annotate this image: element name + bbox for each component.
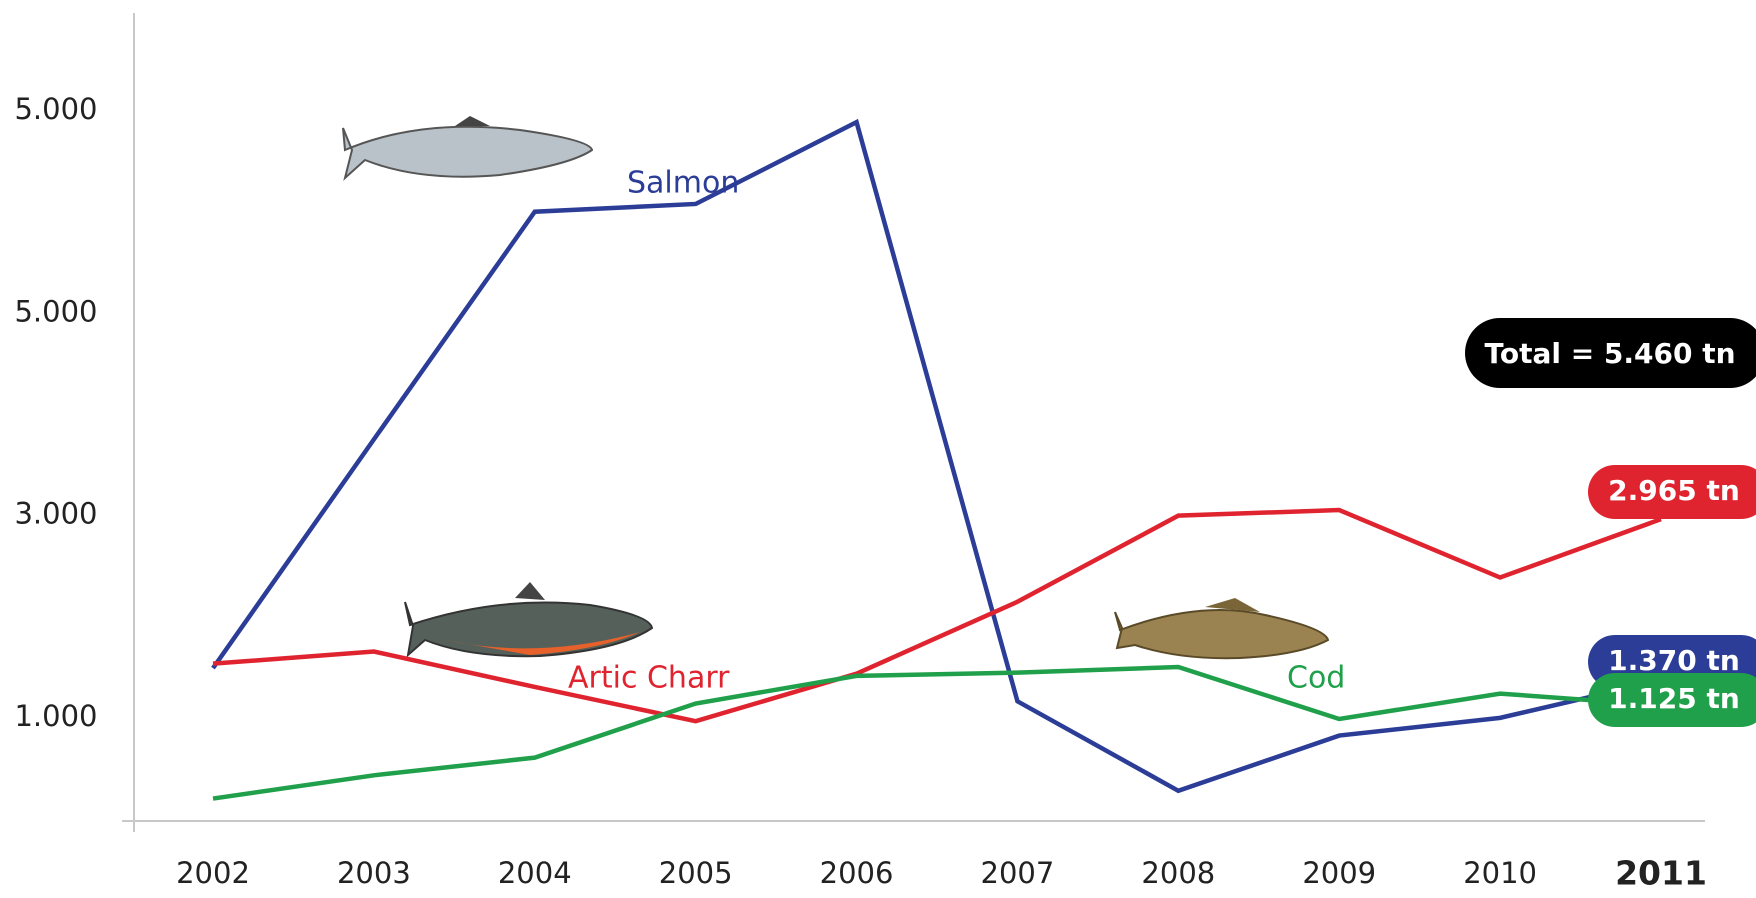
x-tick-label: 2010 (1463, 856, 1537, 890)
total-badge: Total = 5.460 tn (1465, 318, 1756, 388)
end-badge: 1.125 tn (1588, 673, 1756, 727)
series-label: Cod (1287, 661, 1345, 696)
series-label: Artic Charr (568, 661, 730, 696)
x-tick-label: 2004 (498, 856, 572, 890)
x-tick-label: 2009 (1302, 856, 1376, 890)
x-tick-label: 2008 (1141, 856, 1215, 890)
x-tick-label: 2002 (176, 856, 250, 890)
series-line (212, 507, 1662, 724)
y-tick-label: 3.000 (14, 497, 97, 531)
y-tick-label: 1.000 (14, 699, 97, 733)
x-tick-label: 2005 (659, 856, 733, 890)
value-label: 1.125 tn (1608, 682, 1740, 715)
x-tick-label: 2011 (1615, 854, 1707, 893)
x-tick-label: 2003 (337, 856, 411, 890)
salmon-picture (342, 116, 594, 181)
series-label: Salmon (627, 166, 739, 201)
value-label: 2.965 tn (1608, 474, 1740, 507)
end-badge: 2.965 tn (1588, 465, 1756, 519)
badge-shape (1588, 465, 1756, 519)
cod-picture (1114, 598, 1330, 660)
x-tick-label: 2006 (820, 856, 894, 890)
x-tick-label: 2007 (981, 856, 1055, 890)
badge-shape (1588, 673, 1756, 727)
series-line (211, 118, 1662, 794)
total-label: Total = 5.460 tn (1484, 337, 1735, 370)
charr-picture (404, 582, 654, 658)
y-tick-label: 5.000 (14, 92, 97, 126)
series-line (212, 664, 1662, 801)
value-label: 1.370 tn (1608, 644, 1740, 677)
y-tick-label: 5.000 (14, 294, 97, 328)
